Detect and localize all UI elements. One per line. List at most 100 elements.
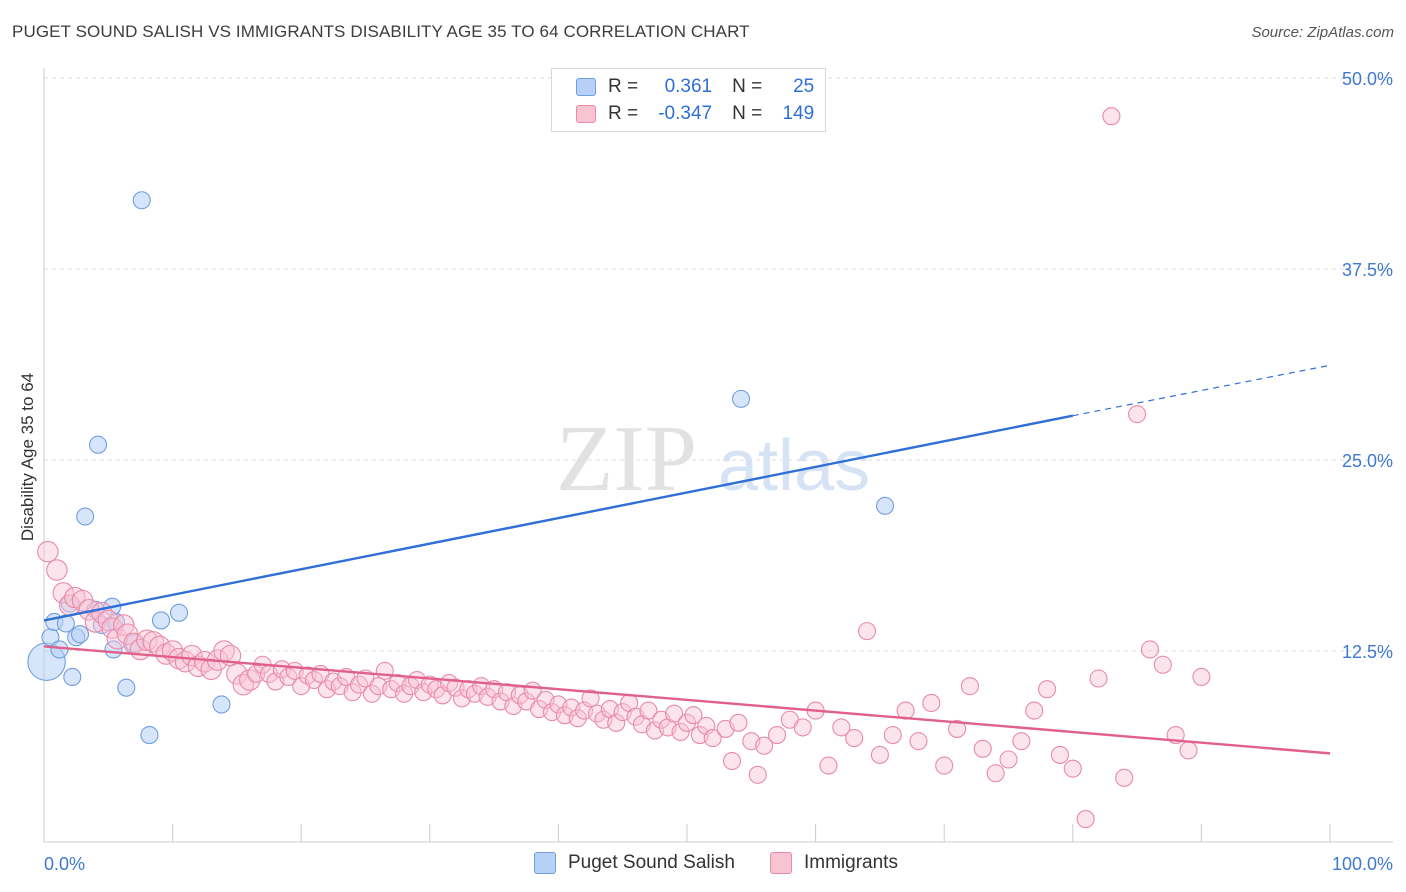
salish-point-8 [70, 625, 90, 644]
immigrants-point-1 [46, 559, 68, 581]
immigrants-point-100 [677, 713, 697, 732]
immigrants-point-33 [247, 664, 266, 683]
salish-trend-line [43, 414, 1074, 622]
immigrants-point-117 [845, 729, 864, 748]
immigrants-point-143 [1179, 741, 1198, 760]
immigrants-point-0 [37, 540, 59, 563]
immigrants-point-139 [1128, 405, 1147, 424]
legend-row-immigrants: R = -0.347 N = 149 [576, 102, 814, 126]
salish-point-19 [140, 725, 159, 745]
salish-point-18 [132, 191, 151, 210]
immigrants-point-136 [1089, 669, 1108, 688]
legend-swatch-immigrants [576, 105, 596, 123]
immigrants-point-16 [136, 629, 158, 652]
immigrants-point-2 [52, 582, 75, 604]
immigrants-points [37, 107, 1211, 829]
salish-trend-extension [1072, 364, 1331, 417]
immigrants-point-85 [581, 689, 600, 708]
y-tick-label-1: 25.0% [1342, 451, 1393, 471]
salish-point-23 [731, 389, 751, 408]
salish-point-11 [88, 435, 108, 454]
immigrants-point-124 [935, 756, 954, 775]
immigrants-point-94 [639, 701, 658, 720]
watermark-atlas: atlas [718, 426, 870, 506]
immigrants-point-109 [748, 765, 767, 784]
immigrants-point-101 [684, 706, 703, 725]
immigrants-point-126 [960, 677, 979, 696]
salish-point-3 [50, 640, 69, 659]
immigrants-point-119 [870, 745, 889, 764]
axes [43, 68, 1393, 843]
bottom-legend-salish: Puget Sound Salish [534, 852, 735, 874]
legend-r-value-immigrants: -0.347 [658, 103, 713, 124]
trend-lines [43, 364, 1331, 755]
immigrants-point-11 [106, 628, 129, 650]
salish-point-22 [212, 695, 231, 714]
bottom-legend-immigrants: Immigrants [770, 852, 898, 874]
immigrants-point-137 [1102, 107, 1121, 126]
immigrants-point-128 [986, 764, 1005, 783]
bottom-legend-label-immigrants: Immigrants [804, 852, 898, 873]
source-label: Source: ZipAtlas.com [1251, 24, 1394, 41]
immigrants-point-132 [1038, 680, 1057, 699]
immigrants-point-140 [1140, 640, 1160, 659]
immigrants-point-129 [999, 750, 1018, 769]
legend-row-salish: R = 0.361 N = 25 [576, 75, 814, 99]
immigrants-point-99 [671, 722, 690, 742]
salish-points [27, 191, 895, 745]
immigrants-point-122 [909, 732, 928, 751]
immigrants-point-111 [767, 725, 787, 745]
immigrants-point-110 [755, 736, 774, 755]
immigrants-trend-line [43, 645, 1331, 755]
immigrants-point-125 [948, 719, 967, 738]
immigrants-point-123 [922, 693, 941, 713]
legend-n-label: N = [732, 103, 763, 124]
salish-point-24 [875, 496, 895, 515]
immigrants-point-107 [729, 713, 748, 732]
immigrants-point-120 [883, 725, 902, 745]
immigrants-point-127 [973, 739, 992, 758]
legend-r-label: R = [608, 103, 639, 124]
salish-point-6 [63, 667, 82, 687]
bottom-legend-swatch-immigrants [770, 852, 792, 874]
watermark-zip: ZIP [556, 407, 697, 511]
legend-n-value-immigrants: 149 [782, 103, 815, 124]
salish-point-20 [151, 611, 171, 630]
x-tick-label-1: 100.0% [1332, 854, 1393, 874]
immigrants-point-19 [155, 643, 177, 665]
immigrants-point-98 [665, 704, 684, 723]
y-tick-label-2: 37.5% [1342, 260, 1393, 280]
x-tick-label-0: 0.0% [44, 854, 85, 874]
immigrants-point-83 [568, 709, 587, 728]
salish-point-16 [117, 678, 136, 697]
bottom-legend-label-salish: Puget Sound Salish [568, 852, 735, 873]
correlation-legend: R = 0.361 N = 25 R = -0.347 N = 149 [551, 68, 826, 132]
immigrants-point-130 [1012, 732, 1031, 751]
immigrants-point-135 [1076, 810, 1095, 829]
immigrants-point-118 [857, 622, 877, 641]
immigrants-point-131 [1025, 701, 1044, 720]
grid-lines [44, 77, 1393, 652]
chart-title: PUGET SOUND SALISH VS IMMIGRANTS DISABIL… [12, 22, 750, 41]
legend-r-value-salish: 0.361 [664, 76, 713, 97]
legend-n-value-salish: 25 [793, 76, 815, 97]
immigrants-point-133 [1050, 745, 1069, 764]
immigrants-point-106 [722, 751, 742, 771]
immigrants-point-104 [703, 729, 722, 748]
y-tick-label-0: 12.5% [1342, 642, 1393, 662]
x-tick-labels: 0.0% 100.0% [44, 854, 1393, 874]
salish-point-21 [169, 603, 189, 622]
immigrants-point-141 [1153, 655, 1172, 674]
immigrants-point-138 [1115, 768, 1134, 787]
immigrants-point-116 [832, 718, 851, 737]
legend-r-label: R = [608, 76, 639, 97]
immigrants-point-60 [420, 675, 439, 694]
immigrants-point-113 [793, 718, 812, 737]
immigrants-point-134 [1063, 759, 1082, 778]
immigrants-point-51 [362, 684, 381, 703]
immigrants-point-23 [181, 644, 203, 667]
y-axis-label: Disability Age 35 to 64 [18, 372, 37, 542]
immigrants-point-115 [819, 756, 838, 775]
legend-n-label: N = [732, 76, 763, 97]
